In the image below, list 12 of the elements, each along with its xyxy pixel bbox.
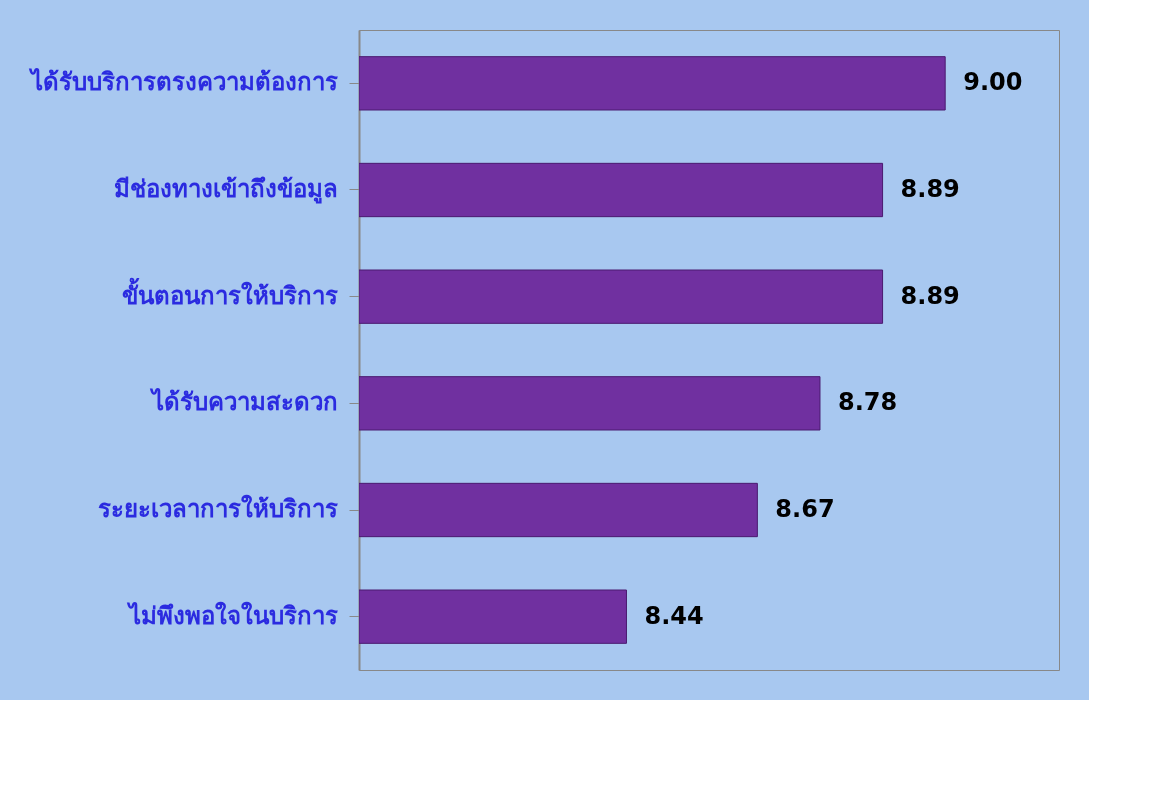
y-tick-label: ระยะเวลาการให้บริการ — [97, 494, 338, 523]
data-label: 9.00 — [963, 68, 1023, 97]
data-label: 8.44 — [644, 601, 704, 630]
data-label: 8.67 — [775, 495, 835, 523]
data-label: 8.78 — [837, 388, 898, 417]
y-tick-label: ได้รับความสะดวก — [148, 387, 338, 417]
y-tick-label: ไม่พึงพอใจในบริการ — [125, 600, 338, 630]
y-tick-label: ขั้นตอนการให้บริการ — [121, 276, 338, 310]
data-label: 8.89 — [900, 281, 960, 310]
y-tick-label: มีช่องทางเข้าถึงข้อมูล — [113, 175, 338, 204]
y-tick-label: ได้รับบริการตรงความต้องการ — [27, 67, 338, 97]
data-label: 8.89 — [900, 175, 960, 203]
